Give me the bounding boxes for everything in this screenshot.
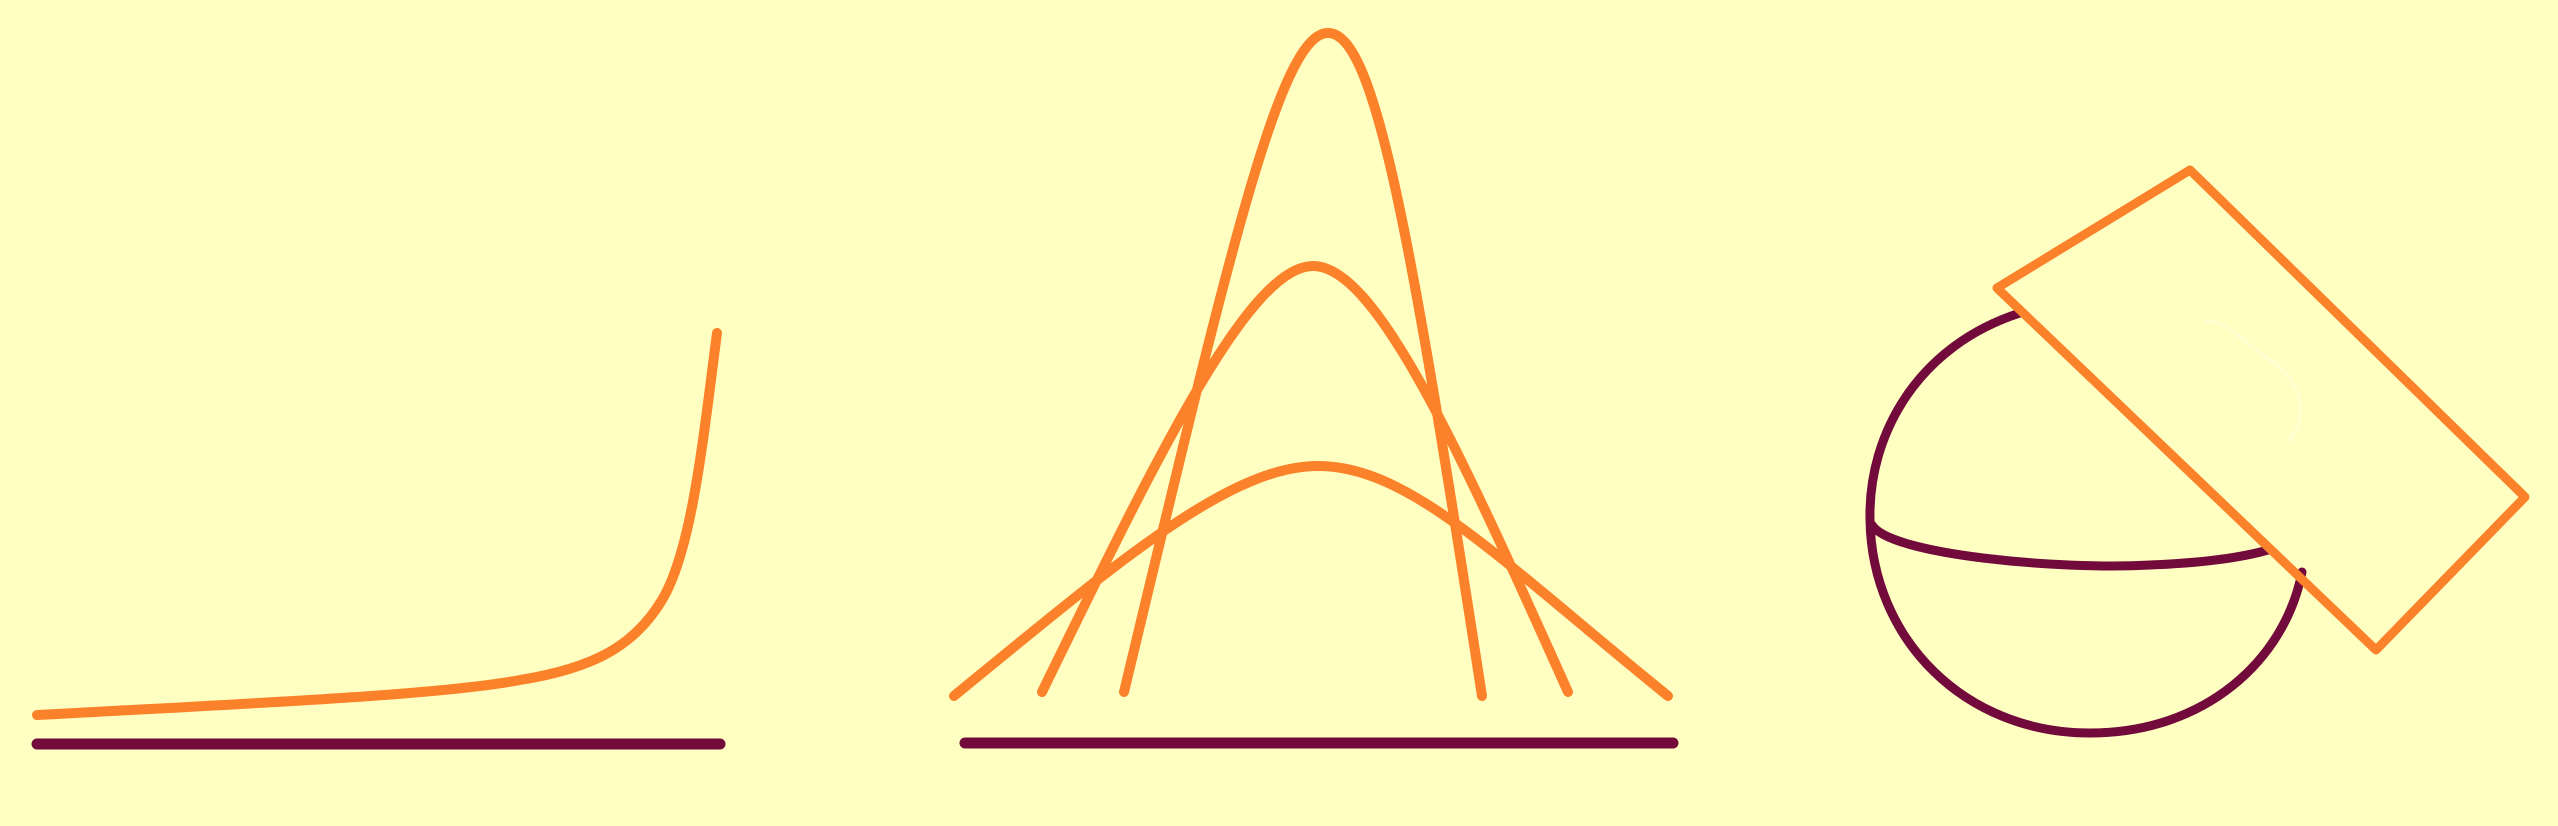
exponential-curve [32,328,722,720]
panel-sphere-plane [1865,165,2530,738]
bell-curve-narrow [1119,28,1487,701]
panel-exponential [31,328,726,750]
tilted-plane [1992,165,2530,655]
plane-highlight [2203,319,2303,442]
sphere-outline [1865,308,2307,738]
bell-curve-wide [949,461,1673,701]
sphere-equator [1867,520,2273,571]
bell-curve-medium [1037,261,1573,697]
panel-bell-curves [949,28,1679,749]
